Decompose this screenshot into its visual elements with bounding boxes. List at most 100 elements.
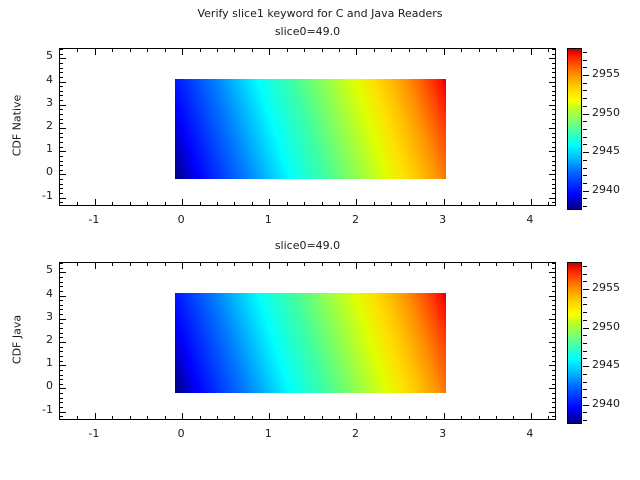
x-axis-minor-tick-top xyxy=(391,49,393,52)
y-axis-minor-tick-right xyxy=(552,383,555,385)
colorbar-minor-tick xyxy=(583,175,587,177)
y-axis-minor-tick-right xyxy=(552,141,555,143)
x-axis-major-tick-top xyxy=(94,263,96,269)
y-axis-minor-tick xyxy=(60,290,63,292)
x-axis-minor-tick xyxy=(321,202,323,205)
y-axis-minor-tick xyxy=(60,76,63,78)
colorbar-minor-tick xyxy=(583,198,587,200)
y-axis-minor-tick-right xyxy=(552,160,555,162)
y-axis-minor-tick-right xyxy=(552,374,555,376)
y-axis-minor-tick xyxy=(60,332,63,334)
colorbar-minor-tick xyxy=(583,335,587,337)
x-axis-minor-tick-top xyxy=(339,49,341,52)
x-axis-minor-tick-top xyxy=(251,49,253,52)
y-axis-minor-tick xyxy=(60,100,63,102)
y-axis-tick-label: 0 xyxy=(46,165,53,179)
y-axis-minor-tick-right xyxy=(552,314,555,316)
y-axis-minor-tick-right xyxy=(552,309,555,311)
colorbar-minor-tick xyxy=(583,206,587,208)
y-axis-minor-tick-right xyxy=(552,276,555,278)
colorbar-minor-tick xyxy=(583,90,587,92)
x-axis-minor-tick xyxy=(129,202,131,205)
colorbar-major-tick xyxy=(583,404,589,406)
x-axis-minor-tick xyxy=(234,202,236,205)
x-axis-minor-tick-top xyxy=(112,263,114,266)
x-axis-minor-tick xyxy=(548,416,550,419)
y-axis-minor-tick-right xyxy=(552,263,555,264)
x-axis-minor-tick xyxy=(478,202,480,205)
x-axis-minor-tick-top xyxy=(426,49,428,52)
x-axis-minor-tick-top xyxy=(147,263,149,266)
y-axis-minor-tick xyxy=(60,72,63,74)
x-axis-minor-tick xyxy=(548,202,550,205)
colorbar-minor-tick xyxy=(583,381,587,383)
x-axis-minor-tick-top xyxy=(391,263,393,266)
x-axis-minor-tick xyxy=(513,202,515,205)
colorbar-tick-label: 2940 xyxy=(592,396,620,410)
x-axis-minor-tick-top xyxy=(461,49,463,52)
y-axis-major-tick-right xyxy=(549,174,555,176)
colorbar-minor-tick xyxy=(583,159,587,161)
x-axis-minor-tick-top xyxy=(199,263,201,266)
y-axis-major-tick-right xyxy=(549,81,555,83)
y-axis-minor-tick xyxy=(60,300,63,302)
y-axis-minor-tick-right xyxy=(552,304,555,306)
y-axis-minor-tick xyxy=(60,155,63,157)
colorbar-minor-tick xyxy=(583,319,587,321)
x-axis-minor-tick-top xyxy=(408,49,410,52)
y-axis-minor-tick xyxy=(60,183,63,185)
y-axis-minor-tick xyxy=(60,393,63,395)
y-axis-tick-label: 5 xyxy=(46,49,53,63)
colorbar-minor-tick xyxy=(583,373,587,375)
x-axis-major-tick-top xyxy=(182,263,184,269)
y-axis-major-tick-right xyxy=(549,128,555,129)
y-axis-major-tick xyxy=(60,318,66,320)
x-axis-minor-tick xyxy=(216,416,218,419)
y-axis-major-tick xyxy=(60,342,66,343)
x-axis-minor-tick-top xyxy=(304,49,306,52)
colorbar-tick-label: 2955 xyxy=(592,67,620,80)
y-axis-major-tick xyxy=(60,151,66,153)
heatmap-image-cdf-native xyxy=(175,79,446,179)
x-axis-major-tick-top xyxy=(443,49,445,55)
colorbar-minor-tick xyxy=(583,183,587,184)
y-axis-major-tick xyxy=(60,81,66,83)
x-axis-minor-tick-top xyxy=(77,49,79,52)
y-axis-minor-tick-right xyxy=(552,109,555,111)
y-axis-minor-tick-right xyxy=(552,267,555,269)
plot-axes-cdf-native xyxy=(59,48,556,206)
colorbar-tick-label: 2950 xyxy=(592,319,620,333)
y-axis-minor-tick-right xyxy=(552,123,555,125)
colorbar-minor-tick xyxy=(583,343,587,344)
y-axis-minor-tick xyxy=(60,267,63,269)
plot-axes-cdf-java xyxy=(59,262,556,420)
y-axis-major-tick xyxy=(60,128,66,129)
colorbar-major-tick xyxy=(583,289,589,290)
y-axis-minor-tick-right xyxy=(552,193,555,195)
x-axis-tick-label: 0 xyxy=(177,427,185,440)
y-axis-minor-tick-right xyxy=(552,132,555,134)
colorbar-minor-tick xyxy=(583,412,587,414)
x-axis-minor-tick-top xyxy=(548,49,550,52)
y-axis-minor-tick xyxy=(60,351,63,353)
y-axis-minor-tick-right xyxy=(552,72,555,74)
y-axis-minor-tick xyxy=(60,407,63,409)
x-axis-minor-tick-top xyxy=(304,263,306,266)
x-axis-minor-tick-top xyxy=(373,49,375,52)
x-axis-minor-tick xyxy=(112,202,114,205)
x-axis-minor-tick xyxy=(234,416,236,419)
y-axis-major-tick xyxy=(60,104,66,106)
y-axis-tick-label: 2 xyxy=(46,119,53,132)
y-axis-tick-label: -1 xyxy=(42,188,53,202)
y-axis-minor-tick-right xyxy=(552,86,555,88)
x-axis-minor-tick xyxy=(286,202,288,205)
x-axis-tick-label: 2 xyxy=(351,213,359,226)
colorbar-major-tick xyxy=(583,113,589,115)
x-axis-major-tick xyxy=(530,199,532,205)
y-axis-major-tick-right xyxy=(549,197,555,199)
y-axis-minor-tick xyxy=(60,276,63,278)
x-axis-minor-tick xyxy=(286,416,288,419)
x-axis-minor-tick-top xyxy=(199,49,201,52)
y-axis-minor-tick xyxy=(60,179,63,181)
colorbar-minor-tick xyxy=(583,136,587,138)
